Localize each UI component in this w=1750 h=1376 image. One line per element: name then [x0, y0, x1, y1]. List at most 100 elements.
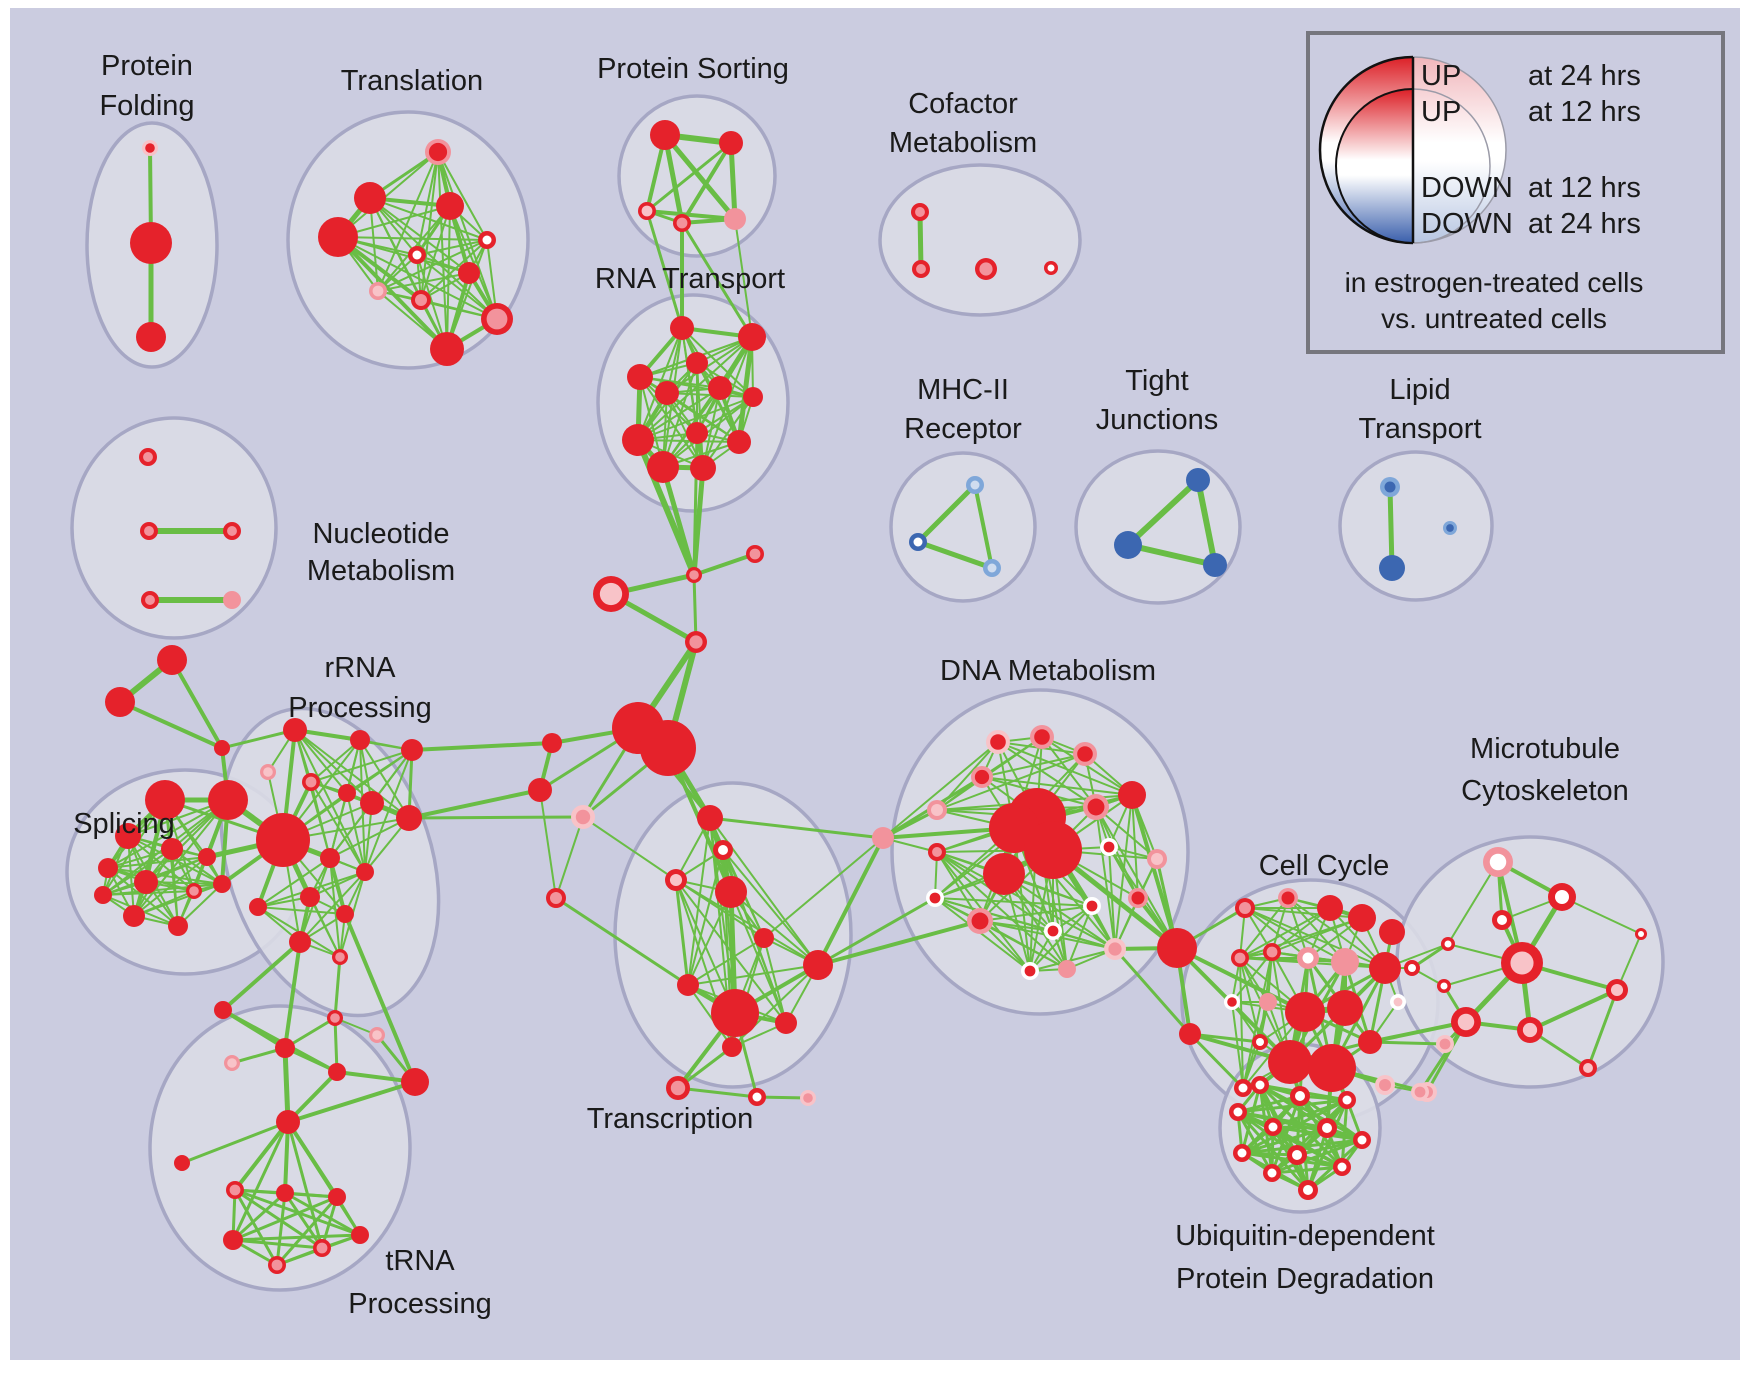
network-edge	[416, 239, 488, 256]
network-node	[1390, 994, 1406, 1010]
legend-direction-label: DOWN	[1421, 172, 1513, 204]
network-edge	[275, 1195, 339, 1267]
network-edge	[107, 856, 208, 869]
network-node	[754, 928, 774, 948]
network-bridge-edge	[816, 919, 982, 967]
network-node	[1411, 1083, 1429, 1101]
network-edge	[1447, 861, 1499, 945]
network-node	[136, 322, 166, 352]
network-node	[214, 1001, 232, 1019]
network-node	[1404, 960, 1420, 976]
network-node	[320, 848, 340, 868]
network-node	[1263, 943, 1281, 961]
network-node	[542, 733, 562, 753]
network-edge	[696, 362, 740, 443]
cluster-ellipse-cofactor	[878, 163, 1082, 317]
network-node	[967, 908, 993, 934]
cluster-label-mhc: MHC-II	[917, 374, 1009, 406]
network-node	[1083, 897, 1101, 915]
legend-time-label: at 12 hrs	[1528, 172, 1641, 204]
network-node	[327, 1010, 343, 1026]
network-node	[775, 1012, 797, 1034]
network-node	[145, 780, 185, 820]
network-node	[1333, 1158, 1351, 1176]
network-edge	[369, 197, 470, 274]
network-edge	[979, 920, 1068, 970]
network-node	[1579, 1059, 1597, 1077]
network-edge	[369, 197, 488, 241]
network-edge	[1231, 951, 1273, 1003]
network-node	[1128, 888, 1148, 908]
network-node	[436, 192, 464, 220]
network-node	[715, 876, 747, 908]
network-node	[983, 559, 1001, 577]
network-edge	[934, 897, 1093, 907]
network-edge	[310, 739, 361, 783]
network-node	[98, 858, 118, 878]
network-node	[313, 1239, 331, 1257]
network-bridge-edge	[407, 815, 585, 820]
network-node	[722, 1037, 742, 1057]
network-bridge-edge	[660, 464, 697, 578]
network-node	[966, 476, 984, 494]
network-edge	[1125, 542, 1218, 568]
network-edge	[1586, 988, 1619, 1070]
network-node	[369, 1027, 385, 1043]
network-edge	[1130, 793, 1179, 950]
cluster-ellipse-lipid	[1338, 450, 1494, 602]
network-edge	[1240, 1126, 1329, 1155]
network-node	[927, 800, 947, 820]
cluster-label-microtubule: Microtubule	[1470, 733, 1620, 765]
network-bridge-edge	[221, 940, 302, 1012]
network-edge	[233, 1120, 290, 1192]
network-node	[571, 805, 595, 829]
cluster-label-ubiquitin: Protein Degradation	[1176, 1263, 1434, 1295]
network-node	[356, 863, 374, 881]
network-edge	[1239, 897, 1289, 959]
network-node	[926, 889, 944, 907]
network-edge	[687, 937, 765, 986]
network-node	[1235, 898, 1255, 918]
network-node	[134, 870, 158, 894]
network-bridge-edge	[220, 728, 297, 750]
network-node	[1443, 521, 1457, 535]
network-edge	[915, 539, 995, 571]
legend-box	[1306, 31, 1725, 354]
network-node	[223, 522, 241, 540]
network-bridge-edge	[1175, 946, 1307, 1014]
cluster-label-cell_cycle: Cell Cycle	[1259, 850, 1390, 882]
network-node	[677, 974, 699, 996]
network-bridge-edge	[692, 431, 699, 577]
network-node	[650, 120, 680, 150]
network-node	[276, 1184, 294, 1202]
network-node	[1635, 928, 1647, 940]
network-bridge-edge	[816, 836, 885, 967]
network-edge	[1270, 1098, 1349, 1175]
network-node	[748, 1088, 766, 1106]
network-node	[256, 813, 310, 867]
network-node	[401, 1068, 429, 1096]
network-edge	[231, 1120, 290, 1242]
network-node	[711, 989, 759, 1037]
cluster-label-tight_junctions: Junctions	[1096, 404, 1219, 436]
network-edge	[692, 552, 757, 577]
network-edge	[736, 334, 755, 445]
network-edge	[231, 1238, 324, 1250]
cluster-label-ubiquitin: Ubiquitin-dependent	[1175, 1220, 1435, 1252]
network-node	[1297, 947, 1319, 969]
network-edge	[294, 729, 373, 804]
network-node	[168, 916, 188, 936]
network-node	[1224, 994, 1240, 1010]
network-edge	[555, 816, 584, 899]
network-node	[1285, 992, 1325, 1032]
network-node	[800, 1090, 816, 1106]
network-node	[1234, 1079, 1252, 1097]
network-node	[1259, 993, 1277, 1011]
network-node	[161, 838, 183, 860]
network-node	[627, 364, 653, 390]
network-node	[401, 739, 423, 761]
network-edge	[329, 817, 410, 859]
network-edge	[645, 209, 737, 221]
